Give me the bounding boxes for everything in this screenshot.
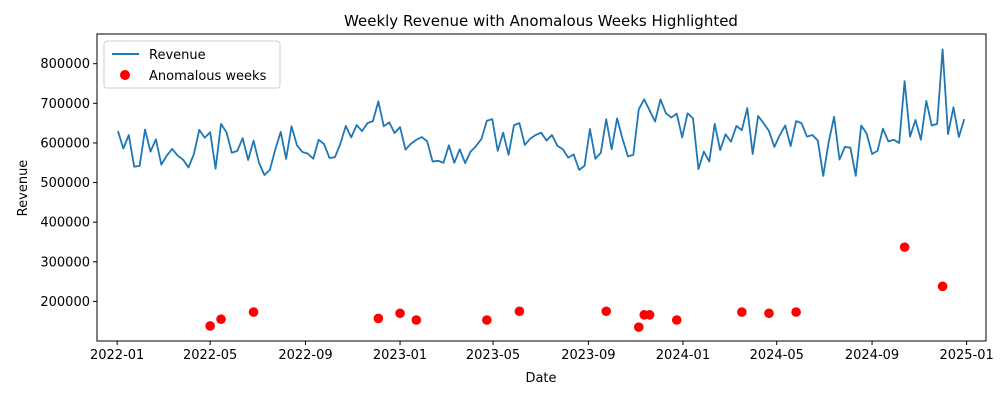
x-tick-label: 2024-05 xyxy=(750,348,804,363)
x-tick-label: 2023-01 xyxy=(373,348,427,363)
anomaly-point xyxy=(482,315,492,325)
anomaly-point xyxy=(791,307,801,317)
anomaly-point xyxy=(411,315,422,325)
x-tick-label: 2023-05 xyxy=(466,348,520,363)
x-axis-label: Date xyxy=(525,371,556,386)
y-tick-label: 200000 xyxy=(40,295,90,310)
anomaly-point xyxy=(937,281,948,292)
anomaly-point xyxy=(764,308,774,319)
anomaly-point xyxy=(601,306,612,317)
x-tick-label: 2022-01 xyxy=(90,348,144,363)
y-tick-label: 500000 xyxy=(40,176,90,191)
anomaly-point xyxy=(671,315,682,325)
anomaly-point xyxy=(737,307,747,317)
x-tick-label: 2022-09 xyxy=(278,348,332,363)
y-tick-label: 700000 xyxy=(40,97,90,112)
plot-area: 2022-01 2022-05 2022-09 2023-01 2023-05 2023-… xyxy=(40,33,994,363)
anomaly-point xyxy=(205,321,215,331)
x-tick-label: 2022-05 xyxy=(183,348,237,363)
anomaly-point xyxy=(216,314,226,325)
x-tick-label: 2023-09 xyxy=(561,348,615,363)
x-axis-ticks: 2022-01 2022-05 2022-09 2023-01 2023-05 2023-… xyxy=(90,341,994,363)
y-axis-ticks: 200000 300000 400000 500000 600000 700000 8000… xyxy=(40,57,97,310)
y-axis-label: Revenue xyxy=(16,160,31,217)
anomaly-series xyxy=(205,242,948,332)
legend-marker-swatch xyxy=(120,70,130,80)
y-tick-label: 300000 xyxy=(40,255,90,270)
x-tick-label: 2024-01 xyxy=(656,348,710,363)
x-tick-label: 2025-01 xyxy=(939,348,993,363)
y-tick-label: 800000 xyxy=(40,57,90,72)
revenue-series xyxy=(117,48,966,177)
anomaly-point xyxy=(633,322,644,332)
y-tick-label: 400000 xyxy=(40,216,90,231)
anomaly-point xyxy=(248,307,259,317)
anomaly-point xyxy=(899,242,910,252)
legend-label-anomalous: Anomalous weeks xyxy=(149,69,267,84)
legend-label-revenue: Revenue xyxy=(149,48,206,63)
y-tick-label: 600000 xyxy=(40,136,90,151)
chart-title: Weekly Revenue with Anomalous Weeks High… xyxy=(344,12,738,30)
anomaly-point xyxy=(644,310,655,320)
legend: Revenue Anomalous weeks xyxy=(103,40,281,89)
x-tick-label: 2024-09 xyxy=(845,348,899,363)
axes-frame xyxy=(96,33,987,342)
anomaly-point xyxy=(395,308,405,319)
anomaly-point xyxy=(514,306,525,317)
revenue-line xyxy=(117,48,966,177)
legend-box xyxy=(103,40,281,89)
anomaly-point xyxy=(373,313,384,324)
